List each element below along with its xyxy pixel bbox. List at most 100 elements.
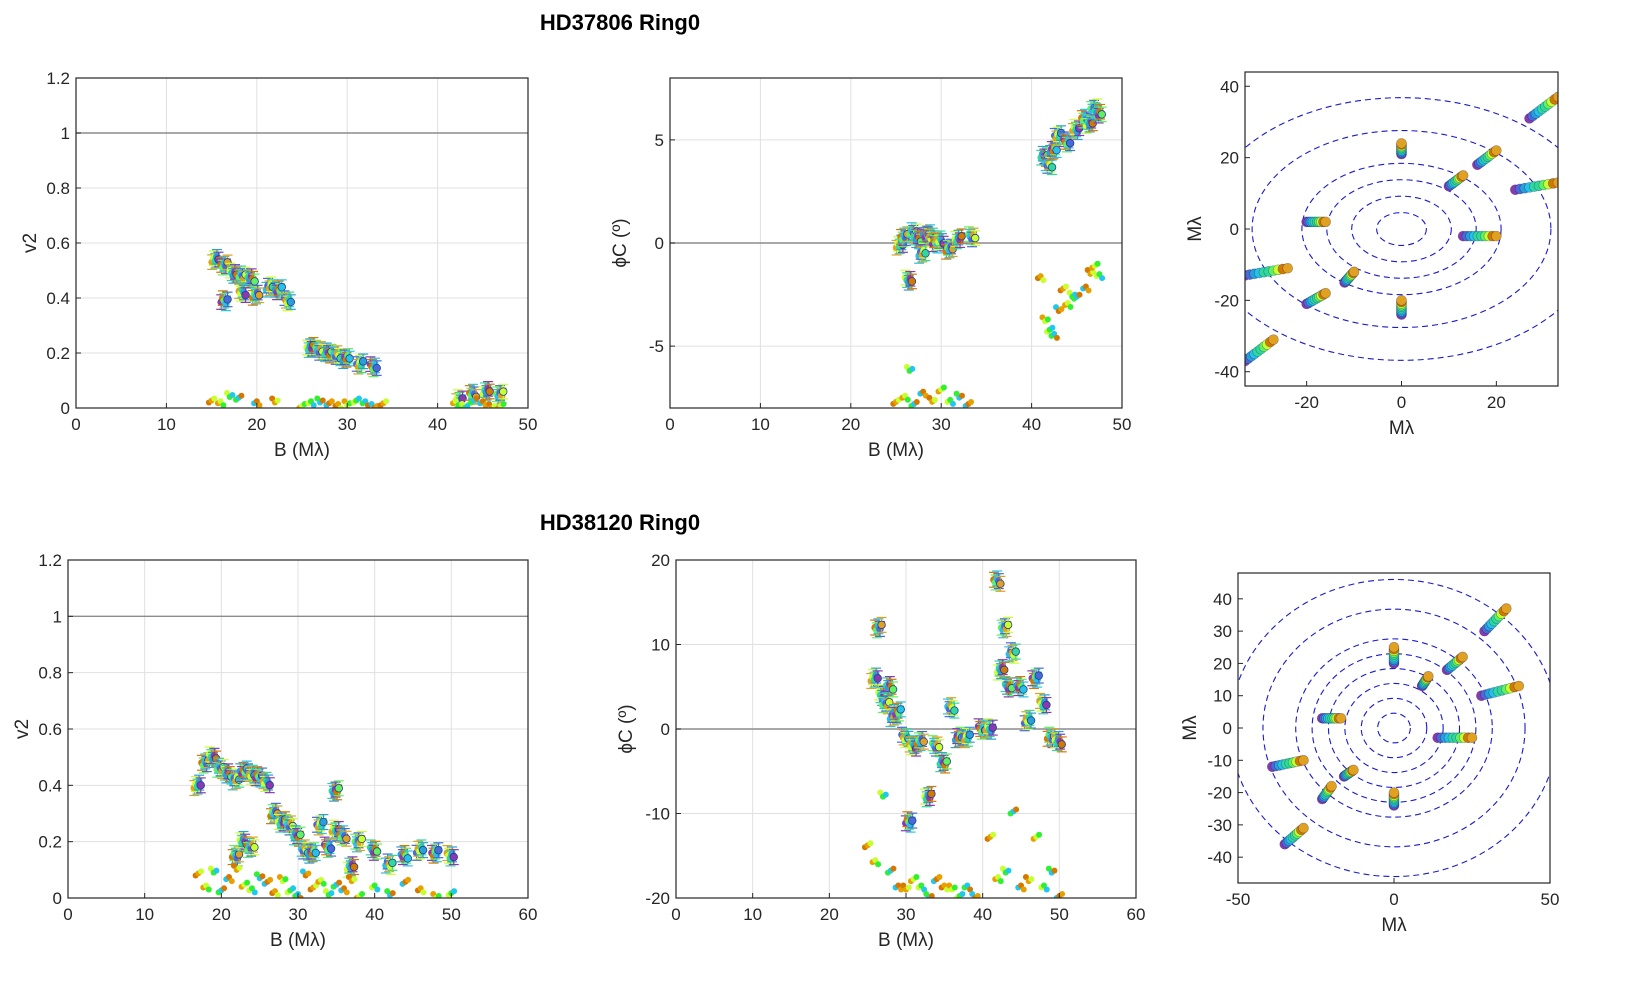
y-axis-label: ϕC (º) <box>610 218 631 267</box>
x-tick-label: 40 <box>973 905 992 924</box>
closure-phase-chart-hd38120: 0 10 20 30 40 50 60 -20 -10 0 10 20 B (Mλ) ϕC (º) <box>616 551 1145 951</box>
data-point <box>877 620 886 630</box>
v2-chart-hd37806: 0 10 20 30 40 50 0 0.2 0.4 0.6 0.8 1 1.2 B (Mλ) v2 <box>20 69 537 461</box>
y-axis-label: v2 <box>12 719 33 739</box>
y-axis-label: Mλ <box>1185 216 1206 242</box>
model-point <box>282 876 289 883</box>
y-axis-label: v2 <box>20 233 41 253</box>
y-tick-label: 20 <box>1220 149 1239 168</box>
model-point <box>238 392 245 399</box>
uv-point <box>1335 713 1347 724</box>
model-point <box>949 400 956 407</box>
data-point <box>250 277 259 286</box>
uv-ring <box>1245 97 1558 361</box>
data-point <box>499 387 508 396</box>
uv-ring <box>1238 578 1550 878</box>
model-point <box>351 876 358 883</box>
title-hd38120: HD38120 Ring0 <box>540 510 700 535</box>
uv-point <box>1282 262 1293 274</box>
model-point <box>211 395 218 402</box>
data-point <box>372 363 381 373</box>
y-tick-label: 1.2 <box>46 69 70 88</box>
x-axis-label: Mλ <box>1381 915 1407 936</box>
model-point <box>405 876 412 883</box>
data-point <box>196 781 205 790</box>
y-tick-label: 1 <box>53 607 62 626</box>
v2-chart-hd38120: 0 10 20 30 40 50 60 0 0.2 0.4 0.6 0.8 1 1.2 B (Mλ) v2 <box>12 551 537 951</box>
model-point <box>1053 334 1060 341</box>
model-point <box>213 867 220 874</box>
x-tick-label: 20 <box>1487 393 1506 412</box>
model-point <box>913 874 920 881</box>
model-point <box>228 878 235 885</box>
data-point <box>403 854 412 863</box>
x-tick-label: 50 <box>442 905 461 924</box>
model-point <box>336 879 343 886</box>
model-point <box>1094 260 1101 267</box>
y-tick-label: 0 <box>53 889 62 908</box>
data-point <box>1000 665 1009 675</box>
y-tick-label: 10 <box>1213 687 1232 706</box>
x-tick-label: 0 <box>63 905 72 924</box>
model-point <box>1036 831 1043 838</box>
uv-point <box>1513 680 1525 692</box>
data-point <box>934 743 944 752</box>
data-point <box>907 277 917 286</box>
model-point <box>1099 275 1106 282</box>
data-point <box>223 295 232 304</box>
y-tick-label: 0.4 <box>38 776 62 795</box>
model-point <box>867 840 874 847</box>
uv-point <box>1320 216 1331 228</box>
model-point <box>343 889 350 896</box>
y-tick-label: 20 <box>651 551 670 570</box>
model-point <box>1049 324 1056 331</box>
model-point <box>968 398 975 405</box>
model-point <box>928 892 935 898</box>
model-point <box>389 890 396 897</box>
data-point <box>458 394 467 403</box>
model-point <box>205 886 212 893</box>
y-tick-label: 0 <box>661 720 670 739</box>
uv-point <box>1348 266 1360 278</box>
model-point <box>244 879 251 886</box>
closure-phase-chart-hd37806: 0 10 20 30 40 50 -5 0 5 B (Mλ) ϕC (º) <box>610 77 1131 461</box>
data-point <box>942 757 951 766</box>
y-tick-label: 1.2 <box>38 551 62 570</box>
model-point <box>500 401 507 408</box>
model-point <box>274 397 281 404</box>
y-tick-label: -20 <box>1207 784 1232 803</box>
x-tick-label: 0 <box>1397 393 1406 412</box>
model-point <box>229 392 236 399</box>
model-point <box>990 831 997 838</box>
x-tick-label: 30 <box>289 905 308 924</box>
model-point <box>305 870 312 877</box>
y-tick-label: 40 <box>1213 590 1232 609</box>
uv-ring <box>1344 682 1444 774</box>
model-point <box>1067 303 1074 310</box>
x-axis-label: Mλ <box>1389 418 1415 439</box>
model-point <box>435 892 442 898</box>
model-point <box>1076 291 1083 298</box>
model-point <box>374 886 381 893</box>
x-tick-label: 50 <box>1050 905 1069 924</box>
data-point <box>1097 110 1106 119</box>
x-tick-label: 20 <box>247 415 266 434</box>
data-point <box>908 816 917 825</box>
model-point <box>319 397 326 404</box>
uv-point <box>1466 732 1478 743</box>
data-point <box>888 685 898 694</box>
y-tick-label: 30 <box>1213 622 1232 641</box>
model-point <box>905 884 912 891</box>
uv-ring <box>1251 129 1552 329</box>
data-point <box>971 233 980 243</box>
data-point <box>950 706 959 715</box>
uv-point <box>1491 230 1502 242</box>
model-point <box>259 873 266 880</box>
x-tick-label: 10 <box>157 415 176 434</box>
data-point <box>1034 671 1043 680</box>
data-point <box>277 282 286 292</box>
x-tick-label: 50 <box>1541 890 1560 909</box>
model-point <box>959 890 966 897</box>
x-tick-label: 0 <box>665 415 674 434</box>
model-point <box>274 892 281 898</box>
